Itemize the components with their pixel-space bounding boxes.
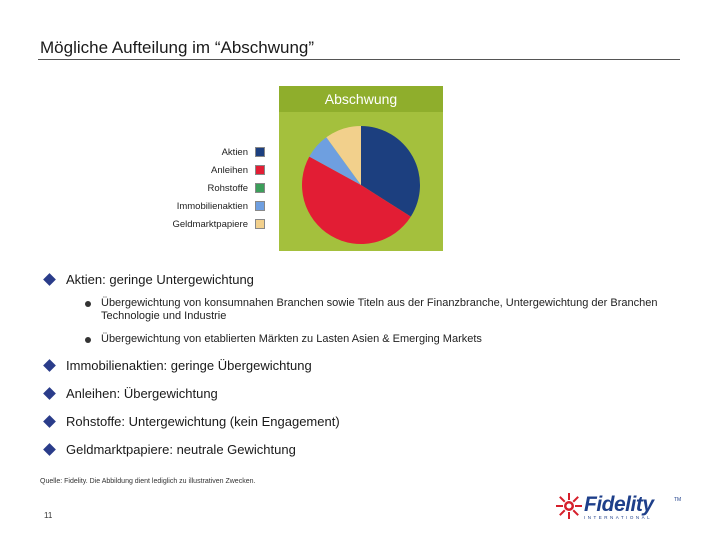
sub-bullet: Übergewichtung von etablierten Märkten z… <box>85 333 682 346</box>
legend-item-aktien: Aktien <box>130 143 265 161</box>
bullet-text: neutrale Gewichtung <box>172 442 296 457</box>
bullet-geldmarktpapiere: Geldmarktpapiere: neutrale Gewichtung <box>42 442 682 470</box>
sub-bullet-text: Übergewichtung von etablierten Märkten z… <box>101 333 482 345</box>
bullet-heading: Anleihen: <box>66 386 121 401</box>
pie-slice-geldmarktpapiere <box>326 126 361 185</box>
legend-swatch <box>255 219 265 229</box>
legend-label: Geldmarktpapiere <box>172 218 248 230</box>
legend-item-rohstoffe: Rohstoffe <box>130 179 265 197</box>
pie-slice-anleihen <box>301 156 411 245</box>
legend-item-anleihen: Anleihen <box>130 161 265 179</box>
bullet-anleihen: Anleihen: Übergewichtung <box>42 386 682 414</box>
logo-trademark: TM <box>674 497 682 503</box>
dot-bullet-icon <box>85 301 91 307</box>
title-divider <box>38 59 680 60</box>
pie-chart-panel: Abschwung <box>279 86 443 251</box>
sub-bullet: Übergewichtung von konsumnahen Branchen … <box>85 297 682 323</box>
legend-item-immobilienaktien: Immobilienaktien <box>130 197 265 215</box>
legend-swatch <box>255 147 265 157</box>
legend-label: Aktien <box>221 146 248 158</box>
slide-title: Mögliche Aufteilung im “Abschwung” <box>40 38 315 57</box>
legend-swatch <box>255 183 265 193</box>
legend-item-geldmarktpapiere: Geldmarktpapiere <box>130 215 265 233</box>
bullet-text: Untergewichtung (kein Engagement) <box>125 414 340 429</box>
bullet-text: geringe Übergewichtung <box>167 358 312 373</box>
pie-chart <box>301 126 421 245</box>
chart-title: Abschwung <box>279 86 443 112</box>
bullet-list: Aktien: geringe Untergewichtung Übergewi… <box>42 272 682 470</box>
bullet-text: geringe Untergewichtung <box>105 272 254 287</box>
page-number: 11 <box>44 511 53 520</box>
diamond-bullet-icon <box>43 273 56 286</box>
legend-label: Rohstoffe <box>207 182 249 194</box>
dot-bullet-icon <box>85 337 91 343</box>
bullet-heading: Rohstoffe: <box>66 414 126 429</box>
logo-wordmark: Fidelity <box>584 493 654 516</box>
bullet-aktien: Aktien: geringe Untergewichtung <box>42 272 682 296</box>
legend-label: Immobilienaktien <box>176 200 248 212</box>
bullet-heading: Aktien: <box>66 272 106 287</box>
logo-subtitle: INTERNATIONAL <box>584 515 653 520</box>
pie-slice-aktien <box>361 126 421 217</box>
legend-swatch <box>255 165 265 175</box>
diamond-bullet-icon <box>43 415 56 428</box>
fidelity-logo: Fidelity TM INTERNATIONAL <box>556 493 686 523</box>
source-note: Quelle: Fidelity. Die Abbildung dient le… <box>40 478 256 485</box>
sub-bullet-text: Übergewichtung von konsumnahen Branchen … <box>101 297 658 322</box>
bullet-heading: Immobilienaktien: <box>66 358 168 373</box>
diamond-bullet-icon <box>43 443 56 456</box>
bullet-heading: Geldmarktpapiere: <box>66 442 173 457</box>
diamond-bullet-icon <box>43 359 56 372</box>
bullet-text: Übergewichtung <box>120 386 218 401</box>
legend-swatch <box>255 201 265 211</box>
starburst-logo-icon <box>556 493 582 519</box>
chart-legend: Aktien Anleihen Rohstoffe Immobilienakti… <box>130 143 265 233</box>
legend-label: Anleihen <box>211 164 248 176</box>
bullet-immobilienaktien: Immobilienaktien: geringe Übergewichtung <box>42 358 682 386</box>
diamond-bullet-icon <box>43 387 56 400</box>
pie-slice-immobilienaktien <box>309 137 361 185</box>
bullet-rohstoffe: Rohstoffe: Untergewichtung (kein Engagem… <box>42 414 682 442</box>
